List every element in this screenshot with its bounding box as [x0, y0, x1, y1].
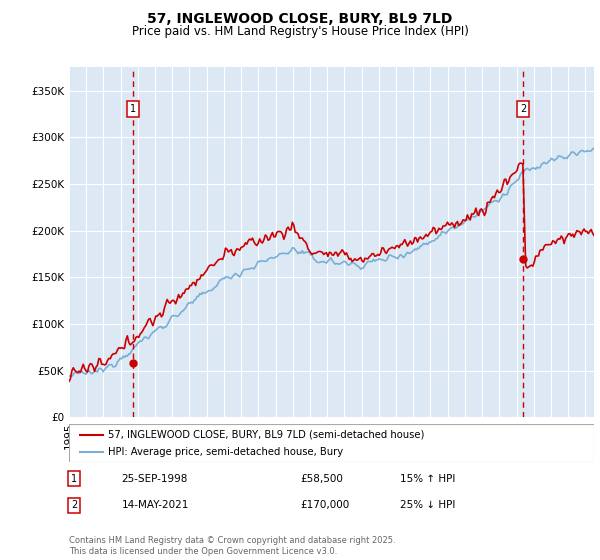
- Text: £170,000: £170,000: [300, 501, 349, 510]
- Text: 15% ↑ HPI: 15% ↑ HPI: [400, 474, 455, 484]
- Text: Contains HM Land Registry data © Crown copyright and database right 2025.
This d: Contains HM Land Registry data © Crown c…: [69, 536, 395, 556]
- Text: 2: 2: [71, 501, 77, 510]
- Text: 57, INGLEWOOD CLOSE, BURY, BL9 7LD: 57, INGLEWOOD CLOSE, BURY, BL9 7LD: [148, 12, 452, 26]
- Text: 57, INGLEWOOD CLOSE, BURY, BL9 7LD (semi-detached house): 57, INGLEWOOD CLOSE, BURY, BL9 7LD (semi…: [109, 430, 425, 440]
- Text: 14-MAY-2021: 14-MAY-2021: [121, 501, 189, 510]
- Text: 1: 1: [130, 104, 136, 114]
- Text: 1: 1: [71, 474, 77, 484]
- Text: Price paid vs. HM Land Registry's House Price Index (HPI): Price paid vs. HM Land Registry's House …: [131, 25, 469, 38]
- Text: HPI: Average price, semi-detached house, Bury: HPI: Average price, semi-detached house,…: [109, 447, 343, 458]
- Text: 25-SEP-1998: 25-SEP-1998: [121, 474, 188, 484]
- Text: £58,500: £58,500: [300, 474, 343, 484]
- Text: 2: 2: [520, 104, 526, 114]
- Text: 25% ↓ HPI: 25% ↓ HPI: [400, 501, 455, 510]
